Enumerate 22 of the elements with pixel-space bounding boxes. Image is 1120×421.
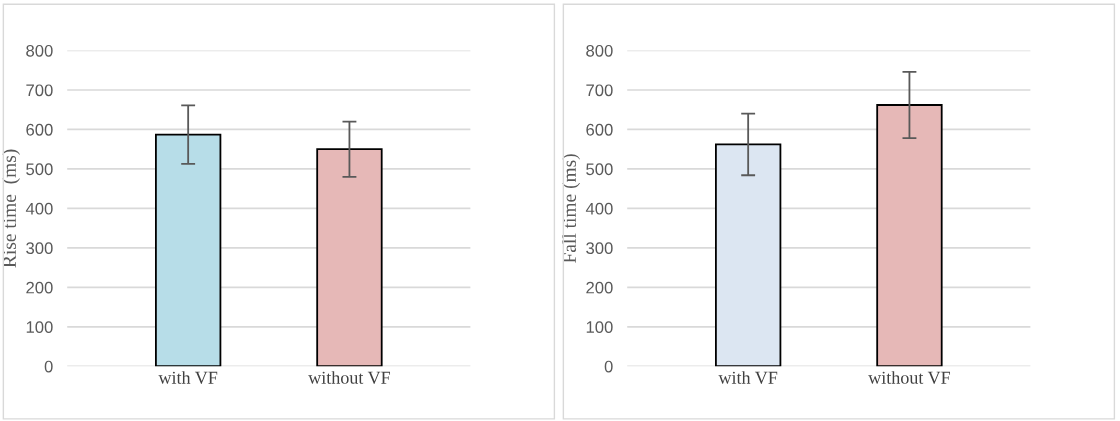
y-tick-label: 600 (586, 123, 613, 136)
x-tick-label: without VF (308, 371, 391, 384)
y-tick-label: 700 (586, 84, 613, 97)
y-tick-label: 300 (26, 242, 53, 255)
y-tick-label: 200 (26, 281, 53, 294)
y-tick-label: 100 (26, 321, 53, 333)
y-tick-label: 800 (26, 44, 53, 57)
y-tick-label: 0 (44, 360, 53, 373)
x-tick-label: with VF (158, 371, 218, 384)
y-tick-label: 0 (604, 360, 613, 373)
y-tick-label: 800 (586, 44, 613, 57)
x-tick-label: with VF (718, 371, 778, 384)
y-tick-label: 400 (25, 202, 53, 215)
y-tick-label: 200 (586, 281, 613, 294)
x-tick-label: without VF (868, 371, 951, 384)
y-tick-label: 300 (586, 242, 613, 255)
y-tick-label: 600 (26, 123, 53, 136)
y-tick-label: 400 (585, 202, 613, 215)
y-tick-label: 700 (26, 84, 53, 97)
y-tick-label: 500 (586, 163, 613, 176)
y-tick-label: 100 (586, 321, 613, 333)
y-tick-label: 500 (26, 163, 53, 176)
